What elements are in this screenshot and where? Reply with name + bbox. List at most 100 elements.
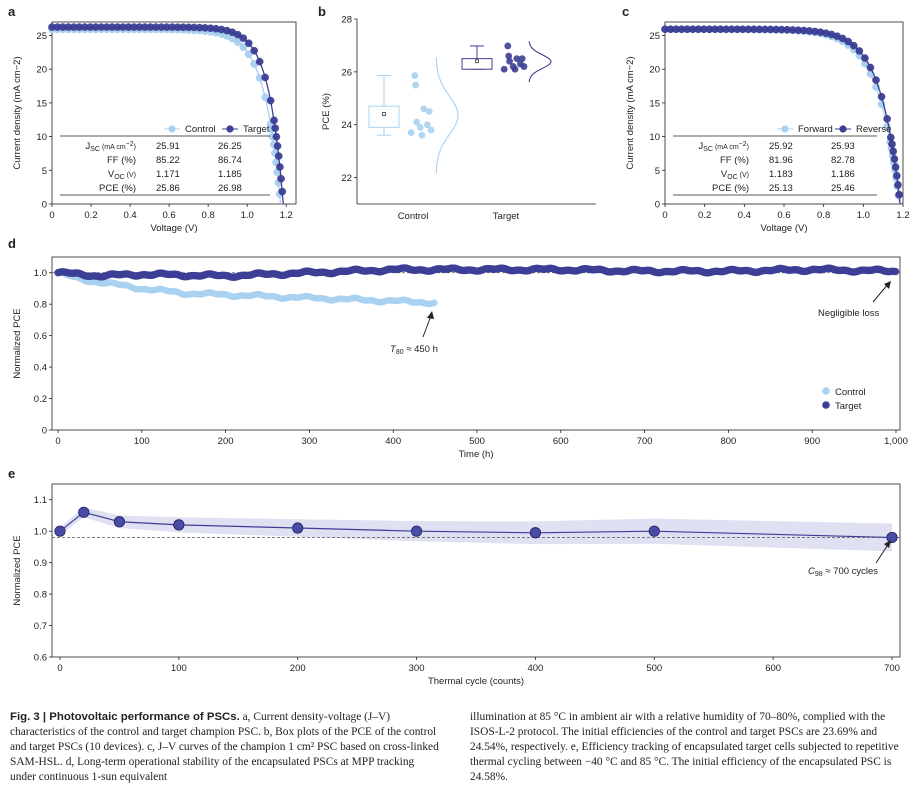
y-axis-label: Normalized PCE: [12, 535, 23, 605]
x-tick-label: 800: [720, 436, 736, 447]
table-cell-reverse: 1.186: [831, 169, 855, 180]
annotation-negligible-loss: Negligible loss: [818, 308, 880, 319]
panel-label-b: b: [318, 4, 326, 19]
table-cell-reverse: 25.93: [831, 141, 855, 152]
data-point-reverse: [866, 63, 875, 72]
data-point-target: [891, 267, 900, 276]
data-point-reverse: [891, 163, 900, 171]
x-axis-label: Time (h): [458, 449, 493, 460]
x-tick-label: 500: [469, 436, 485, 447]
data-point-target: [518, 55, 526, 63]
caption-column-2: illumination at 85 °C in ambient air wit…: [470, 710, 910, 785]
data-point-target: [886, 531, 898, 544]
table-cell-reverse: 25.46: [831, 183, 855, 194]
y-axis-label: Normalized PCE: [12, 308, 23, 378]
table-cell-forward: 25.92: [769, 141, 793, 152]
data-point-control: [431, 299, 438, 306]
x-tick-label: 300: [409, 663, 425, 674]
table-cell-reverse: 82.78: [831, 155, 855, 166]
x-category-label-control: Control: [398, 211, 429, 222]
y-tick-label: 26: [341, 67, 352, 78]
data-point-target: [513, 55, 521, 63]
x-tick-label: 200: [218, 436, 234, 447]
table-cell-forward: 1.183: [769, 169, 793, 180]
data-point-reverse: [872, 76, 880, 84]
table-cell-target: 26.98: [218, 183, 242, 194]
data-point-control: [416, 123, 424, 131]
y-tick-label: 0.8: [34, 590, 47, 601]
table-row-label: PCE (%): [99, 183, 136, 194]
x-tick-label: 1.2: [280, 210, 293, 221]
y-axis-label: Current density (mA cm−2): [12, 56, 23, 169]
y-tick-label: 24: [341, 120, 352, 131]
data-point-control: [411, 72, 419, 79]
x-tick-label: 400: [385, 436, 401, 447]
table-row-label: FF (%): [107, 155, 136, 166]
y-tick-label: 0.6: [34, 331, 47, 342]
x-tick-label: 100: [171, 663, 187, 674]
y-tick-label: 0: [42, 200, 47, 211]
table-cell-control: 25.86: [156, 183, 180, 194]
table-row-label: JSC (mA cm−2): [699, 141, 749, 153]
table-cell-forward: 25.13: [769, 183, 793, 194]
x-tick-label: 0: [49, 210, 54, 221]
x-tick-label: 400: [527, 663, 543, 674]
x-tick-label: 0.6: [163, 210, 176, 221]
table-row-label: JSC (mA cm−2): [86, 141, 136, 153]
annotation-arrowhead: [427, 311, 434, 319]
y-tick-label: 0: [42, 426, 47, 437]
data-point-control: [413, 118, 420, 126]
y-tick-label: 0.7: [34, 621, 47, 632]
data-point-control: [420, 105, 428, 113]
data-point-target: [272, 132, 281, 141]
table-cell-control: 25.91: [156, 141, 180, 152]
data-point-target: [529, 527, 542, 539]
x-tick-label: 0.4: [123, 210, 136, 221]
x-tick-label: 0.4: [738, 210, 751, 221]
y-tick-label: 1.0: [34, 527, 47, 538]
x-axis-label: Voltage (V): [151, 223, 198, 234]
box-body-control: [368, 105, 400, 128]
data-point-control: [261, 93, 269, 102]
data-point-target: [261, 73, 269, 82]
data-point-target: [234, 30, 242, 39]
distribution-curve-target: [528, 41, 552, 83]
data-point-target: [78, 506, 90, 518]
x-tick-label: 700: [884, 663, 900, 674]
x-tick-label: 200: [290, 663, 306, 674]
x-tick-label: 1.0: [857, 210, 870, 221]
x-tick-label: 1,000: [884, 436, 908, 447]
panel-label-d: d: [8, 236, 16, 251]
y-tick-label: 22: [341, 173, 352, 184]
data-point-reverse: [892, 171, 901, 180]
x-tick-label: 900: [804, 436, 820, 447]
panel-label-c: c: [622, 4, 629, 19]
y-tick-label: 20: [649, 65, 660, 76]
table-row-label: VOC (V): [721, 169, 749, 181]
y-tick-label: 10: [649, 132, 660, 143]
y-tick-label: 0: [655, 200, 660, 211]
data-point-target: [277, 174, 285, 183]
data-point-control: [427, 126, 435, 134]
table-cell-control: 1.171: [156, 169, 180, 180]
table-row-label: VOC (V): [108, 169, 136, 181]
data-point-reverse: [883, 115, 891, 123]
y-tick-label: 20: [36, 65, 47, 76]
data-point-reverse: [850, 41, 858, 50]
x-tick-label: 1.2: [896, 210, 909, 221]
data-point-target: [173, 519, 185, 531]
table-cell-target: 1.185: [218, 169, 242, 180]
y-axis-label: PCE (%): [321, 93, 332, 130]
box-body-target: [461, 58, 493, 70]
panel-label-a: a: [8, 4, 16, 19]
legend-label-control: Control: [835, 387, 866, 398]
data-point-reverse: [895, 190, 903, 199]
data-point-target: [278, 187, 287, 196]
legend-marker-control: [822, 387, 830, 395]
x-tick-label: 0: [662, 210, 667, 221]
box-mean-marker: [475, 59, 479, 64]
x-category-label-target: Target: [493, 211, 520, 222]
error-band: [60, 507, 892, 552]
data-point-reverse: [889, 147, 897, 156]
x-tick-label: 0.6: [777, 210, 790, 221]
